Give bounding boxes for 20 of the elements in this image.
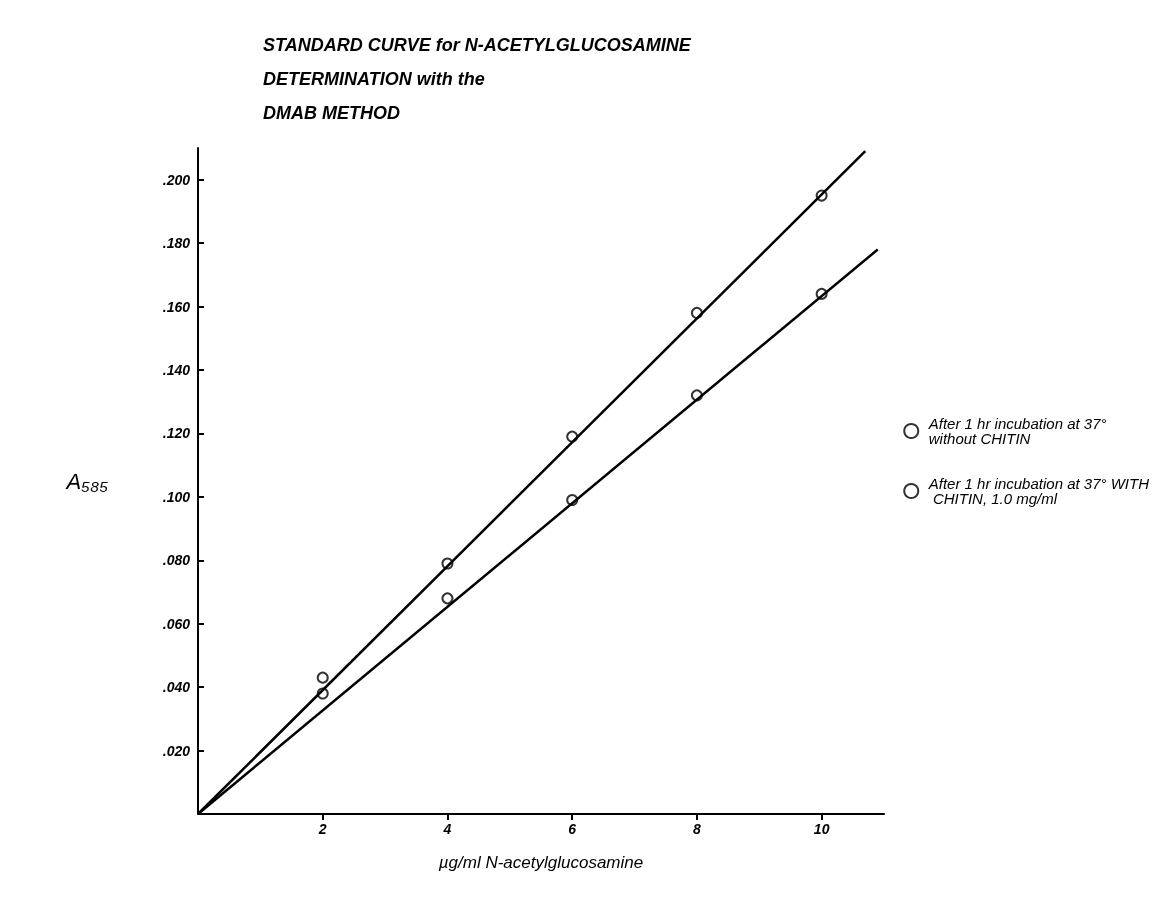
legend-label: After 1 hr incubation at 37° WITH CHITIN, 1.0 mg/ml <box>927 475 1150 507</box>
chart-title: STANDARD CURVE for N-ACETYLGLUCOSAMINE DETERMINATION with the DMAB METHOD <box>263 35 692 123</box>
y-tick-label: .080 <box>162 552 191 569</box>
y-tick-label: .180 <box>162 235 191 252</box>
y-tick-label: .200 <box>162 171 191 188</box>
x-tick-label: 2 <box>317 821 327 837</box>
y-tick-label: .120 <box>162 425 191 442</box>
x-axis-title: µg/ml N-acetylglucosamine <box>437 853 644 872</box>
x-tick-label: 8 <box>693 821 702 837</box>
x-tick-label: 6 <box>568 821 577 837</box>
y-axis-title: A₅₈₅ <box>64 468 109 494</box>
y-tick-label: .060 <box>162 615 191 632</box>
y-tick-label: .140 <box>162 362 191 378</box>
x-tick-label: 4 <box>442 821 452 837</box>
x-tick-label: 10 <box>813 821 830 837</box>
y-tick-label: .100 <box>162 488 191 505</box>
y-tick-label: .160 <box>162 298 191 315</box>
y-tick-label: .040 <box>162 679 191 696</box>
y-tick-label: .020 <box>162 742 191 759</box>
legend-label: After 1 hr incubation at 37° without CHITIN <box>927 415 1111 447</box>
